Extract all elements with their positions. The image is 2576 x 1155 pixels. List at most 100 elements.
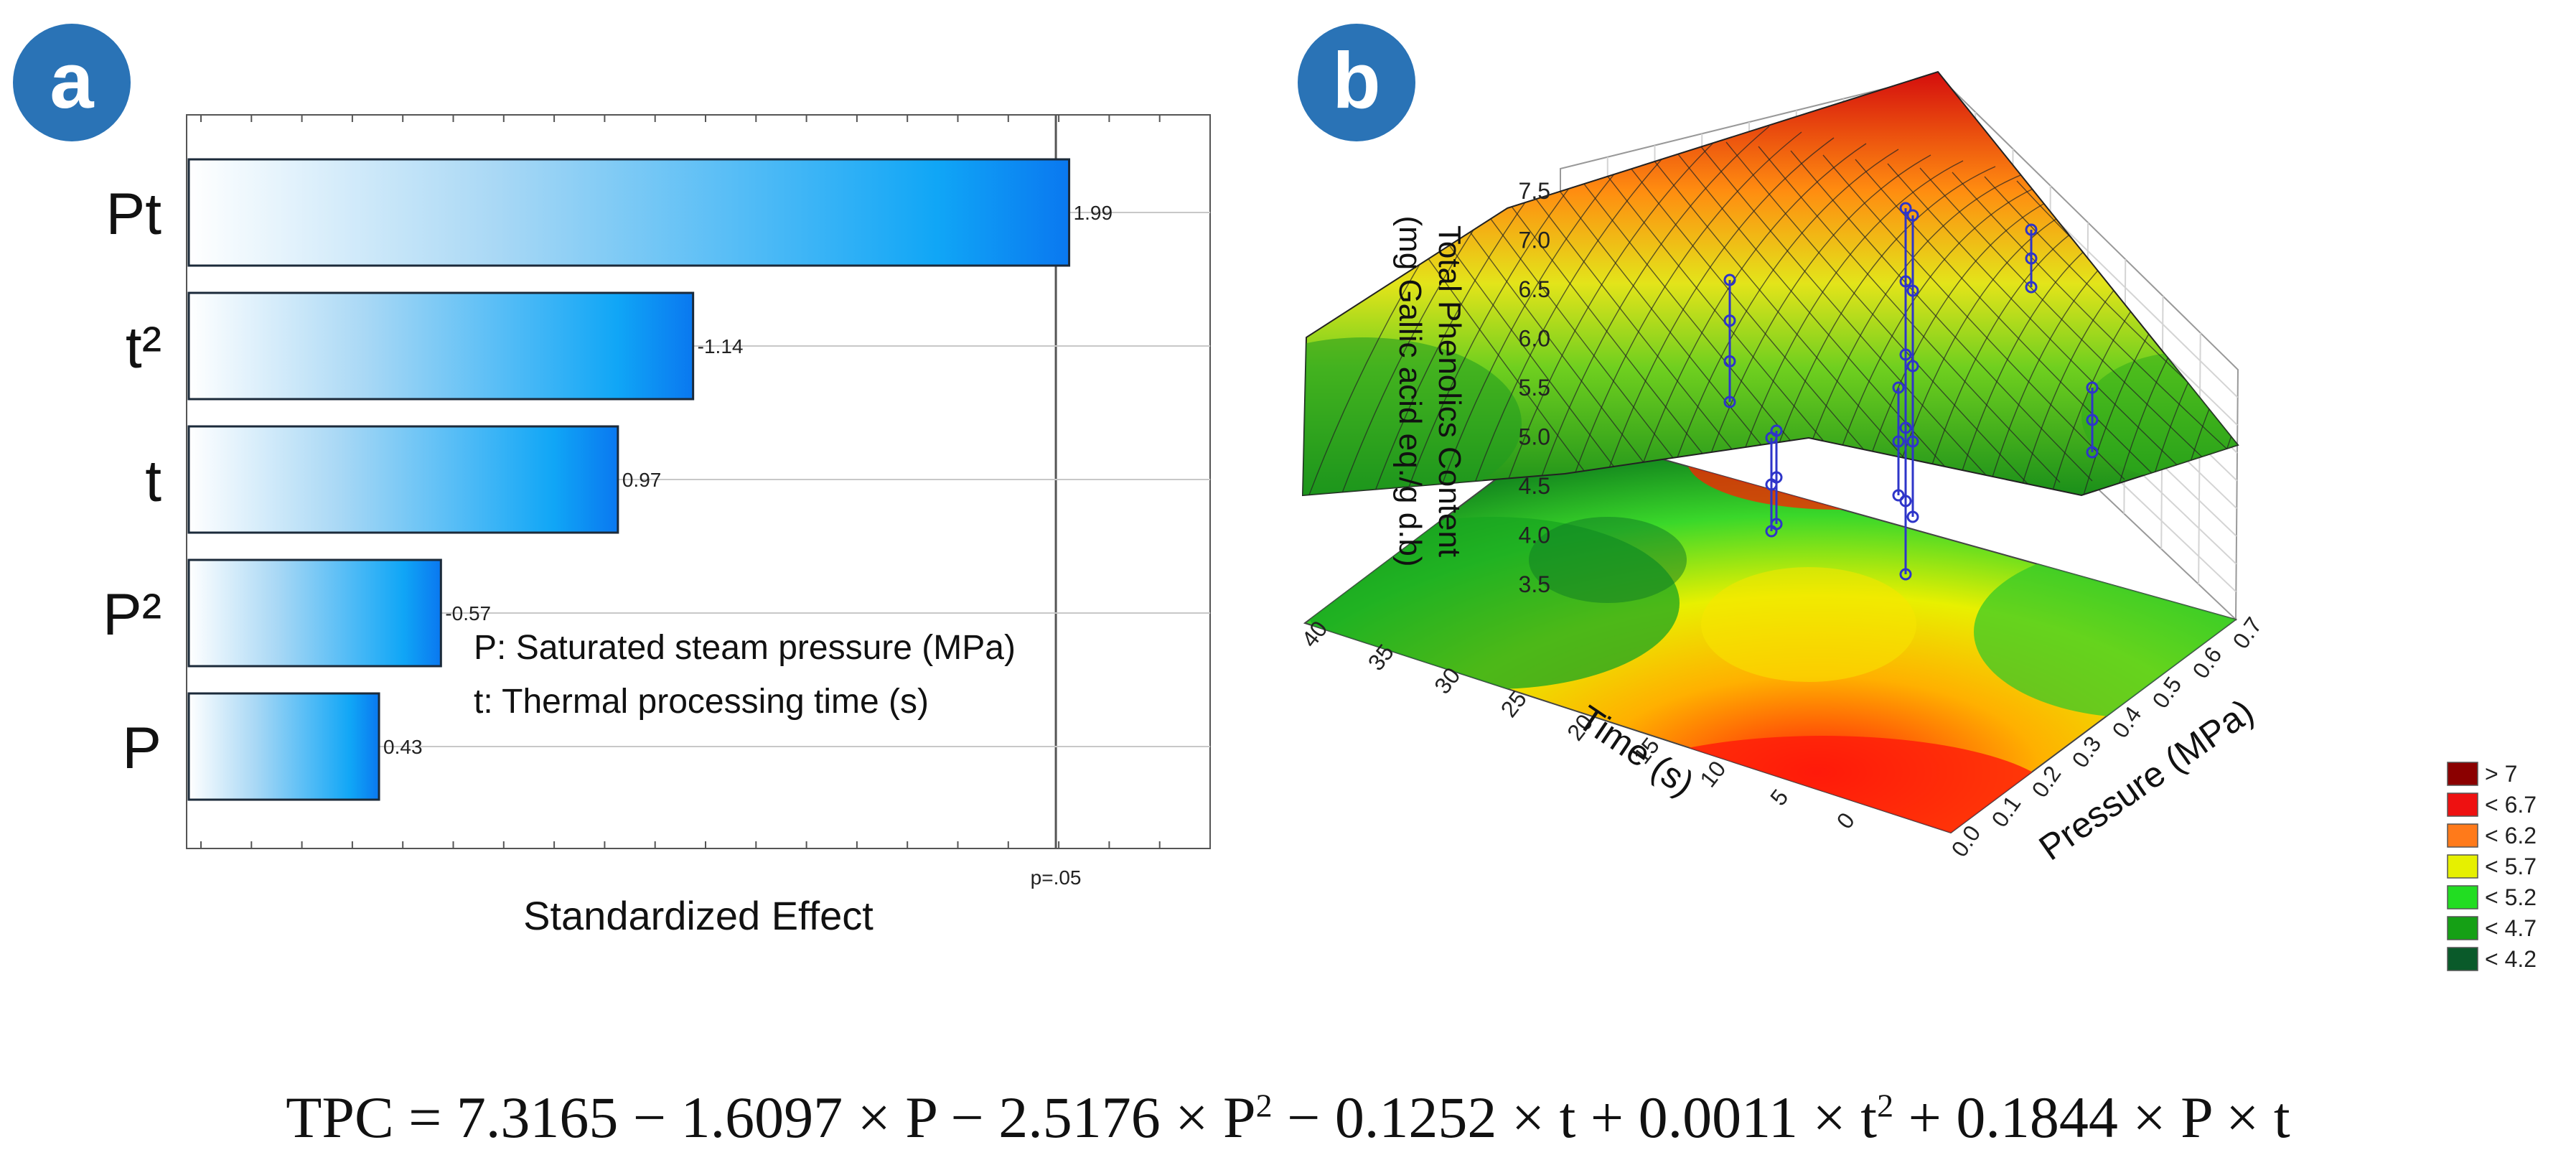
value-label: -0.57 — [445, 602, 491, 625]
value-label: 0.97 — [622, 469, 662, 491]
legend-label: < 4.2 — [2485, 946, 2537, 972]
equation-superscript-1: 2 — [1255, 1087, 1273, 1124]
mesh-line — [1693, 154, 1931, 495]
surface-mesh — [1303, 85, 2544, 502]
observed-data-points — [1723, 202, 2099, 581]
effect-bar — [187, 291, 695, 401]
mesh-line — [1725, 160, 1964, 495]
mesh-line — [2210, 206, 2238, 463]
panel-a-label: a — [50, 37, 94, 125]
legend-label: < 5.7 — [2485, 854, 2537, 879]
mesh-line — [1790, 172, 2028, 495]
data-point — [1906, 284, 1919, 297]
data-point — [2025, 223, 2038, 236]
data-point — [1899, 348, 1912, 361]
value-label: 0.43 — [383, 736, 423, 758]
data-point — [1906, 360, 1919, 373]
z-axis-label-line1: Total Phenolics Content — [1432, 225, 1467, 557]
standardized-effect-chart: p=.05 Pt 1.99 t² -1.14 t 0.97 P² -0.57 P 0.43 — [103, 114, 1211, 889]
legend-label: < 6.7 — [2485, 792, 2537, 818]
value-label: -1.14 — [698, 335, 744, 357]
mesh-line — [1499, 120, 1738, 495]
data-point — [1765, 431, 1778, 444]
data-point — [1899, 421, 1912, 434]
mesh-line — [1596, 124, 1899, 490]
panel-b-label: b — [1332, 37, 1380, 125]
data-point — [2086, 413, 2099, 426]
mesh-line — [1919, 167, 2222, 476]
data-point — [1906, 435, 1919, 448]
data-point — [1906, 510, 1919, 523]
category-label: t — [145, 449, 161, 514]
data-point — [1723, 396, 1736, 408]
legend-swatch — [2447, 762, 2478, 786]
annotation-time: t: Thermal processing time (s) — [474, 683, 929, 721]
mesh-line — [1758, 166, 1996, 495]
mesh-line — [2243, 211, 2544, 461]
z-tick-label: 4.0 — [1519, 523, 1550, 548]
data-point — [1723, 355, 1736, 368]
y-tick-label: 0 — [1832, 808, 1860, 833]
data-point — [1899, 202, 1912, 215]
mesh-line — [1887, 163, 2190, 477]
mesh-line — [1629, 128, 1931, 489]
mesh-line — [1564, 131, 1802, 495]
mesh-line — [1855, 159, 2158, 479]
regression-equation: TPC = 7.3165 − 1.6097 × P − 2.5176 × P2 … — [0, 1084, 2576, 1151]
response-surface-plot: 3.54.04.55.05.56.06.57.07.50510152025303… — [1296, 70, 2544, 861]
mesh-line — [1822, 154, 2125, 480]
category-label: P — [122, 716, 161, 781]
z-axis-label-line2: (mg Gallic acid eq./g d.b) — [1392, 215, 1428, 566]
y-tick-label: 5 — [1765, 785, 1793, 810]
z-tick-label: 6.0 — [1519, 326, 1550, 352]
data-point — [1723, 273, 1736, 286]
mesh-line — [1596, 137, 1835, 495]
z-tick-label: 3.5 — [1519, 571, 1550, 597]
effect-bar — [187, 558, 442, 668]
mesh-line — [1984, 176, 2238, 473]
wall-gridline — [2198, 332, 2201, 584]
category-label: Pt — [106, 182, 162, 247]
badge-a: a — [13, 24, 131, 141]
mesh-line — [2210, 238, 2238, 495]
legend-label: < 4.7 — [2485, 915, 2537, 941]
category-label: P² — [103, 582, 161, 647]
mesh-line — [2243, 242, 2480, 502]
z-tick-label: 5.0 — [1519, 424, 1550, 450]
mesh-line — [1532, 126, 1770, 495]
equation-part-3: + 0.1844 × P × t — [1893, 1085, 2290, 1150]
legend-label: < 5.2 — [2485, 884, 2537, 910]
significance-label: p=.05 — [1031, 866, 1082, 889]
z-tick-label: 5.5 — [1519, 375, 1550, 401]
data-point — [2025, 281, 2038, 294]
surface-legend: > 7 < 6.7 < 6.2 < 5.7 < 5.2 < 4.7 < 4.2 — [2447, 761, 2537, 972]
data-point — [1892, 489, 1905, 502]
data-point — [1899, 275, 1912, 288]
z-tick-label: 6.5 — [1519, 276, 1550, 302]
chart-a-x-axis-label: Standardized Effect — [523, 893, 874, 938]
data-point — [1892, 381, 1905, 394]
equation-superscript-2: 2 — [1877, 1087, 1894, 1124]
mesh-line — [1693, 137, 1996, 486]
z-tick-label: 7.5 — [1519, 178, 1550, 204]
legend-swatch — [2447, 916, 2478, 940]
mesh-line — [2178, 235, 2238, 495]
equation-part-1: TPC = 7.3165 − 1.6097 × P − 2.5176 × P — [286, 1085, 1256, 1150]
mesh-line — [1661, 133, 1964, 487]
effect-bar — [187, 158, 1071, 267]
data-point — [1765, 525, 1778, 538]
mesh-line — [1661, 149, 1899, 495]
mesh-line — [1790, 150, 2093, 482]
mesh-line — [1758, 146, 2061, 483]
data-point — [2086, 446, 2099, 459]
z-tick-label: 7.0 — [1519, 228, 1550, 253]
data-point — [1899, 568, 1912, 581]
equation-part-2: − 0.1252 × t + 0.0011 × t — [1272, 1085, 1878, 1150]
legend-label: < 6.2 — [2485, 823, 2537, 848]
legend-swatch — [2447, 823, 2478, 848]
data-point — [1765, 478, 1778, 491]
data-point — [1899, 495, 1912, 508]
data-point — [2086, 381, 2099, 394]
data-point — [1723, 314, 1736, 327]
